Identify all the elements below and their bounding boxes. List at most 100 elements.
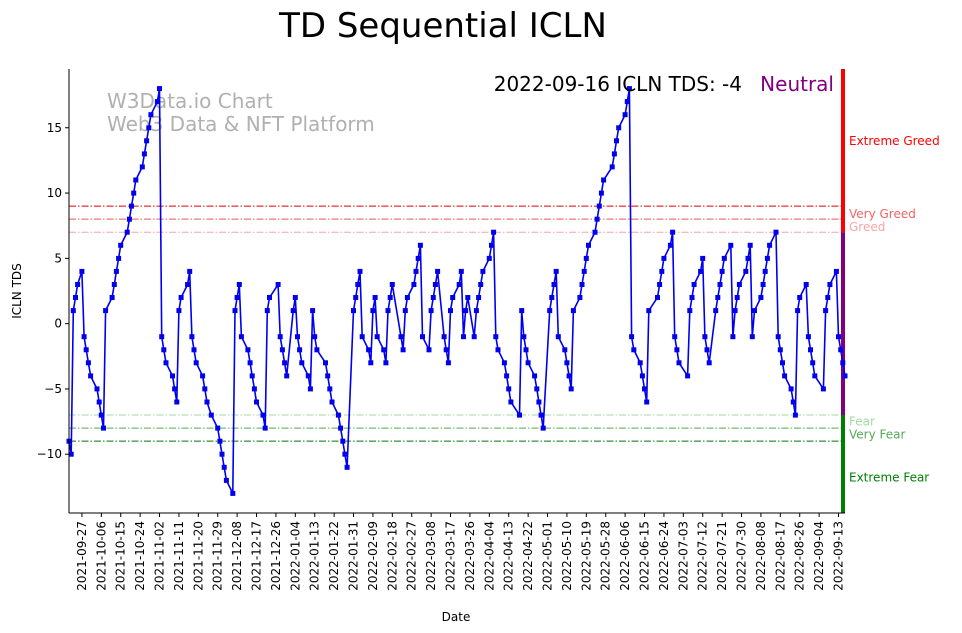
data-point-2022-05-04	[551, 282, 557, 287]
x-tick-label: 2021-10-15	[114, 521, 128, 591]
data-point-2021-12-20	[260, 412, 266, 418]
x-tick-label: 2021-11-29	[211, 521, 225, 591]
x-axis-label: Date	[442, 610, 471, 624]
y-tick-label: 10	[47, 186, 62, 200]
data-point-2022-07-07	[689, 295, 695, 300]
data-point-2022-01-31	[351, 308, 356, 314]
data-point-2022-04-19	[519, 308, 525, 314]
data-point-2022-01-12	[310, 308, 316, 314]
data-point-2021-12-02	[221, 464, 227, 470]
data-point-2022-09-07	[823, 308, 829, 314]
x-tick-label: 2022-03-26	[463, 521, 477, 591]
data-point-2022-02-16	[385, 308, 391, 314]
data-point-2022-05-26	[598, 190, 604, 196]
data-point-2022-07-13	[702, 334, 708, 340]
data-point-2022-01-06	[297, 347, 303, 353]
data-point-2021-11-17	[189, 334, 195, 340]
data-point-2022-07-14	[704, 347, 710, 353]
data-point-2022-04-13	[506, 386, 512, 392]
data-point-2021-12-03	[223, 477, 229, 483]
data-point-2022-08-24	[792, 412, 798, 418]
y-tick-label: 5	[54, 251, 62, 265]
data-point-2022-04-12	[504, 373, 510, 379]
data-point-2022-03-08	[428, 308, 434, 314]
data-point-2022-01-07	[299, 360, 305, 366]
data-point-2021-11-08	[170, 373, 175, 379]
x-tick-label: 2022-02-18	[385, 521, 399, 591]
data-point-2022-05-13	[570, 308, 576, 314]
data-point-2021-09-27	[79, 268, 85, 274]
x-tick-label: 2021-12-08	[230, 521, 244, 591]
data-point-2021-09-23	[70, 308, 76, 314]
data-point-2022-03-15	[443, 347, 449, 353]
data-point-2022-06-24	[661, 255, 667, 261]
data-point-2022-03-25	[465, 295, 471, 300]
x-tick-label: 2022-01-31	[347, 521, 361, 591]
data-point-2022-01-28	[344, 464, 350, 470]
data-point-2022-06-29	[672, 334, 678, 340]
x-tick-label: 2021-12-17	[250, 521, 264, 591]
data-point-2022-03-14	[441, 334, 447, 340]
x-tick-label: 2022-03-17	[444, 521, 458, 591]
data-point-2022-07-08	[691, 282, 697, 287]
data-point-2022-08-12	[767, 242, 773, 248]
data-point-2022-06-15	[642, 386, 647, 392]
data-point-2022-03-10	[432, 282, 438, 287]
x-tick-label: 2022-07-30	[735, 521, 749, 591]
data-point-2022-07-20	[717, 282, 723, 287]
data-point-2022-03-21	[456, 282, 462, 287]
data-point-2022-04-26	[534, 386, 540, 392]
data-point-2022-02-22	[398, 334, 404, 340]
data-point-2022-01-18	[323, 360, 328, 366]
zone-label-greed: Greed	[849, 220, 885, 234]
data-point-2022-06-14	[639, 373, 645, 379]
data-point-2022-06-21	[655, 295, 660, 300]
data-point-2022-06-28	[670, 229, 676, 235]
data-point-2022-07-12	[700, 255, 706, 261]
data-point-2021-10-19	[126, 216, 132, 222]
y-ticks: −10 −5 0 5 10 15	[37, 121, 69, 461]
data-point-2022-02-07	[366, 347, 372, 353]
data-point-2022-06-13	[637, 360, 643, 366]
data-point-2021-11-09	[172, 386, 178, 392]
data-point-2021-10-08	[103, 308, 109, 314]
zone-label-fear: Fear	[849, 415, 875, 429]
data-point-2022-03-01	[413, 268, 419, 274]
x-tick-label: 2022-04-04	[482, 521, 496, 591]
data-point-2021-12-21	[262, 425, 268, 431]
data-point-2022-04-08	[495, 347, 501, 353]
data-point-2022-08-31	[808, 347, 813, 353]
data-point-2021-09-24	[73, 295, 78, 300]
data-point-2022-05-17	[579, 282, 585, 287]
x-tick-label: 2021-09-27	[75, 521, 89, 591]
zone-label-very-fear: Very Fear	[849, 428, 905, 442]
data-point-2021-10-22	[133, 177, 139, 183]
data-point-2022-02-01	[353, 295, 359, 300]
data-point-2022-05-25	[596, 203, 602, 209]
data-point-2022-01-11	[307, 386, 313, 392]
data-point-2021-10-25	[139, 164, 145, 170]
data-point-2021-12-31	[284, 373, 290, 379]
data-point-2022-02-04	[359, 334, 365, 340]
data-point-2022-02-10	[372, 295, 378, 300]
data-point-2022-08-30	[805, 334, 811, 340]
data-point-2021-10-11	[109, 295, 115, 300]
data-point-2021-10-04	[94, 386, 100, 392]
x-tick-label: 2021-10-06	[94, 521, 108, 591]
data-point-2022-03-29	[473, 308, 479, 314]
data-point-2022-06-22	[657, 282, 663, 287]
data-point-2021-11-23	[202, 386, 208, 392]
data-point-2021-11-03	[159, 334, 165, 340]
data-point-2021-09-22	[68, 451, 74, 457]
data-point-2022-07-15	[706, 360, 712, 366]
data-point-2022-03-30	[476, 295, 482, 300]
x-tick-label: 2022-08-17	[773, 521, 787, 591]
data-point-2022-01-20	[327, 386, 333, 392]
data-point-2022-05-11	[566, 373, 572, 379]
data-point-2022-01-05	[295, 334, 300, 340]
sentiment-status: Neutral	[760, 72, 834, 96]
data-point-2022-04-07	[493, 334, 499, 340]
data-point-2021-10-01	[88, 373, 94, 379]
data-point-2022-01-25	[338, 425, 344, 431]
